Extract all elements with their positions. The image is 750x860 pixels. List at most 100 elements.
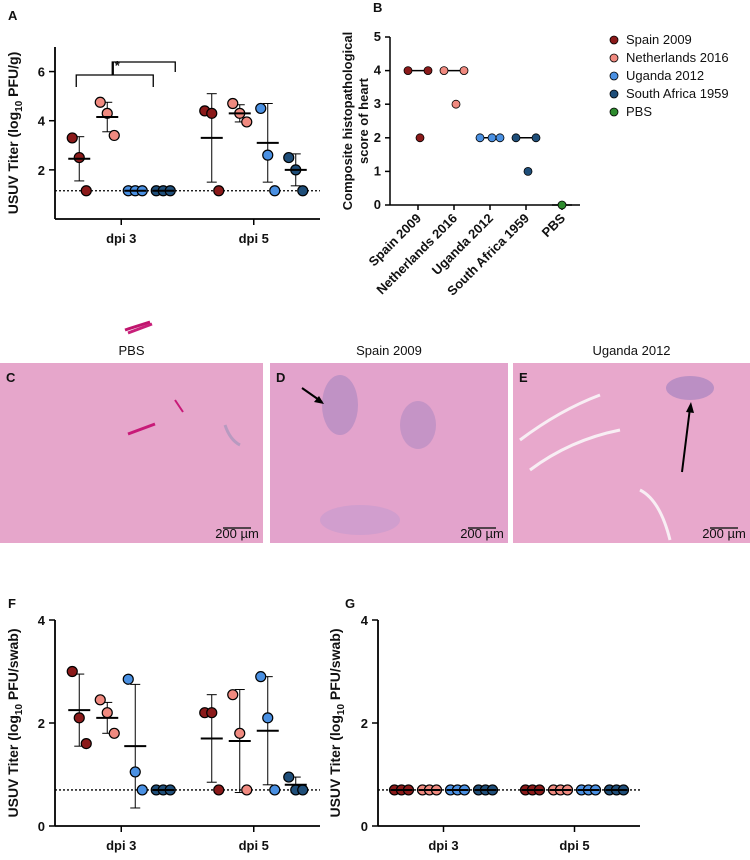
data-point bbox=[439, 66, 449, 75]
data-point bbox=[66, 132, 78, 144]
data-point bbox=[73, 712, 85, 724]
data-point bbox=[94, 694, 106, 706]
data-point bbox=[283, 771, 295, 783]
x-tick-label: dpi 3 bbox=[106, 231, 136, 246]
significance-bracket bbox=[75, 62, 154, 87]
image-title: PBS bbox=[118, 343, 144, 358]
y-axis-label-part: 10 bbox=[14, 100, 25, 112]
scale-label: 200 µm bbox=[702, 526, 746, 541]
y-tick-label: 0 bbox=[38, 819, 45, 834]
panel-letter: A bbox=[8, 8, 18, 23]
y-axis-label: Composite histopathological bbox=[340, 32, 355, 210]
y-axis-label: USUV Titer (log10 PFU/g) bbox=[5, 52, 25, 215]
data-point bbox=[415, 133, 425, 143]
data-point bbox=[94, 96, 106, 108]
legend-marker bbox=[609, 71, 619, 81]
data-point bbox=[403, 66, 413, 75]
y-tick-label: 2 bbox=[361, 716, 368, 731]
panel-letter: G bbox=[345, 596, 355, 611]
data-point bbox=[557, 200, 567, 210]
y-tick-label: 0 bbox=[374, 197, 381, 212]
y-tick-label: 6 bbox=[38, 65, 45, 80]
data-point bbox=[108, 727, 120, 739]
x-tick-label: dpi 3 bbox=[106, 838, 136, 853]
data-point bbox=[129, 766, 141, 778]
x-tick-label: dpi 5 bbox=[559, 838, 589, 853]
data-point bbox=[73, 151, 85, 164]
data-point bbox=[122, 673, 134, 685]
legend-label: Netherlands 2016 bbox=[626, 50, 729, 65]
data-point bbox=[495, 133, 505, 143]
legend-label: Uganda 2012 bbox=[626, 68, 704, 83]
legend-label: Spain 2009 bbox=[626, 32, 692, 47]
data-point bbox=[227, 689, 239, 701]
x-tick-label: dpi 5 bbox=[239, 231, 269, 246]
y-axis-label-part: USUV Titer (log bbox=[5, 715, 21, 817]
data-point bbox=[108, 129, 120, 142]
significance-bracket bbox=[111, 61, 176, 75]
y-tick-label: 4 bbox=[38, 114, 46, 129]
data-point bbox=[531, 133, 541, 143]
data-point bbox=[101, 707, 113, 719]
data-point bbox=[80, 185, 92, 197]
y-tick-label: 4 bbox=[38, 613, 46, 628]
y-axis-label-part: PFU/swab) bbox=[327, 628, 343, 703]
scale-label: 200 µm bbox=[460, 526, 504, 541]
significance-label: * bbox=[115, 58, 121, 73]
image-title: Uganda 2012 bbox=[592, 343, 670, 358]
y-tick-label: 4 bbox=[361, 613, 369, 628]
data-point bbox=[262, 712, 274, 724]
image-c bbox=[0, 363, 263, 543]
data-point bbox=[234, 727, 246, 739]
data-point bbox=[511, 133, 521, 143]
legend-marker bbox=[609, 89, 619, 99]
data-point bbox=[213, 185, 225, 197]
data-point bbox=[206, 707, 218, 719]
data-point bbox=[66, 665, 78, 678]
data-point bbox=[241, 116, 253, 128]
data-point bbox=[206, 107, 218, 119]
panel-letter: F bbox=[8, 596, 16, 611]
data-point bbox=[475, 133, 485, 143]
data-point bbox=[423, 66, 433, 75]
panel-letter: D bbox=[276, 370, 285, 385]
data-point bbox=[241, 784, 253, 796]
y-axis-label-part: PFU/g) bbox=[5, 52, 21, 101]
data-point bbox=[523, 166, 533, 176]
data-point bbox=[297, 185, 309, 197]
scale-label: 200 µm bbox=[215, 526, 259, 541]
data-point bbox=[101, 107, 113, 119]
x-tick-label: dpi 5 bbox=[239, 838, 269, 853]
data-point bbox=[269, 784, 281, 796]
panel-letter: B bbox=[373, 0, 382, 15]
y-tick-label: 2 bbox=[374, 130, 381, 145]
image-e bbox=[513, 363, 750, 543]
data-point bbox=[80, 737, 92, 750]
data-point bbox=[213, 784, 225, 796]
y-axis-label-part: PFU/swab) bbox=[5, 628, 21, 703]
y-tick-label: 2 bbox=[38, 163, 45, 178]
y-axis-label-part: 10 bbox=[336, 704, 347, 716]
y-tick-label: 0 bbox=[361, 819, 368, 834]
data-point bbox=[459, 66, 469, 75]
x-tick-label: dpi 3 bbox=[428, 838, 458, 853]
y-axis-label: USUV Titer (log10 PFU/swab) bbox=[5, 628, 25, 817]
panel-letter: E bbox=[519, 370, 528, 385]
y-axis-label: score of heart bbox=[356, 77, 371, 164]
legend-label: PBS bbox=[626, 104, 652, 119]
legend-marker bbox=[609, 107, 619, 117]
data-point bbox=[487, 133, 497, 143]
legend-marker bbox=[609, 35, 619, 45]
data-point bbox=[255, 102, 267, 115]
image-title: Spain 2009 bbox=[356, 343, 422, 358]
data-point bbox=[283, 151, 295, 164]
y-tick-label: 2 bbox=[38, 716, 45, 731]
data-point bbox=[136, 784, 148, 796]
legend-label: South Africa 1959 bbox=[626, 86, 729, 101]
y-tick-label: 4 bbox=[374, 63, 382, 78]
data-point bbox=[227, 97, 239, 110]
y-tick-label: 1 bbox=[374, 163, 381, 178]
y-axis-label-part: USUV Titer (log bbox=[5, 112, 21, 214]
x-tick-label: PBS bbox=[539, 210, 569, 240]
legend-marker bbox=[609, 53, 619, 63]
